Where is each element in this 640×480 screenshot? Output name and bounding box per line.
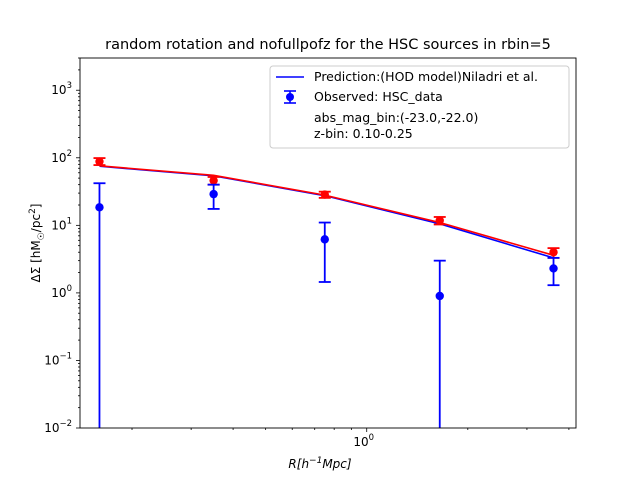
legend-extra-abs-mag: abs_mag_bin:(-23.0,-22.0) (314, 110, 478, 125)
x-tick-label: 100 (353, 433, 374, 449)
red-data-point (320, 190, 329, 199)
y-tick-label: 10−2 (44, 419, 72, 435)
red-data-point (435, 216, 444, 225)
blue-data-point (549, 264, 558, 273)
blue-data-point (95, 203, 104, 212)
red-data-point (549, 248, 558, 257)
red-data-point (209, 176, 218, 185)
y-tick-label: 102 (51, 149, 72, 165)
legend-entry-observed: Observed: HSC_data (314, 89, 443, 104)
x-axis-label: R[h−1Mpc] (288, 456, 351, 471)
y-tick-label: 101 (51, 216, 72, 232)
legend-box (269, 65, 570, 149)
y-tick-label: 103 (51, 81, 72, 97)
blue-data-point (320, 235, 329, 244)
blue-data-point (435, 291, 444, 301)
blue-data-point (209, 189, 218, 199)
plot-area (93, 157, 560, 428)
chart-title: random rotation and nofullpofz for the H… (105, 37, 551, 53)
legend-marker (286, 93, 294, 101)
y-axis-label: ΔΣ [hM☉/pc2] (28, 203, 47, 282)
y-tick-label: 10−1 (44, 351, 72, 367)
plot-frame (79, 57, 577, 429)
red-data-point (95, 157, 104, 166)
y-tick-label: 100 (51, 284, 72, 300)
legend-extra-zbin: z-bin: 0.10-0.25 (314, 126, 413, 141)
legend-entry-prediction: Prediction:(HOD model)Niladri et al. (314, 69, 538, 84)
prediction-line (99, 165, 554, 259)
legend: Prediction:(HOD model)Niladri et al. Obs… (269, 65, 570, 149)
axis-ticks: 10−2 10−1 100 101 102 103 100 (44, 57, 570, 449)
